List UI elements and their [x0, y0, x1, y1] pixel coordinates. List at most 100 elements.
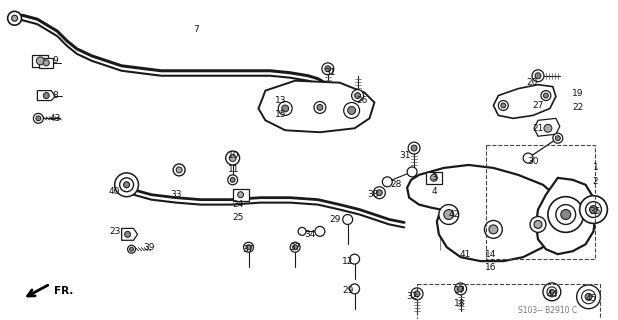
Text: 3: 3 [431, 173, 437, 182]
Text: 35: 35 [590, 207, 601, 216]
Text: 32: 32 [407, 292, 418, 301]
Text: 31: 31 [399, 150, 411, 160]
Text: 29: 29 [342, 286, 353, 295]
Polygon shape [493, 85, 556, 118]
Circle shape [408, 142, 420, 154]
Circle shape [127, 245, 135, 253]
Circle shape [561, 210, 570, 220]
Circle shape [556, 136, 561, 141]
Text: 40: 40 [109, 187, 121, 196]
Polygon shape [37, 91, 55, 100]
Text: 4: 4 [431, 187, 437, 196]
Text: 15: 15 [274, 110, 286, 119]
Text: FR.: FR. [54, 286, 74, 296]
Circle shape [498, 100, 508, 110]
Circle shape [322, 63, 334, 75]
Circle shape [489, 225, 498, 234]
Text: 34: 34 [304, 230, 316, 239]
Circle shape [278, 101, 292, 116]
Circle shape [549, 289, 554, 294]
Circle shape [293, 245, 298, 250]
Text: 41: 41 [460, 250, 472, 259]
Text: 27: 27 [532, 101, 544, 110]
Text: 22: 22 [572, 103, 583, 112]
Text: 18: 18 [454, 299, 465, 308]
Text: 8: 8 [53, 91, 58, 100]
Circle shape [376, 190, 383, 196]
Circle shape [501, 103, 506, 108]
Polygon shape [534, 118, 560, 136]
Circle shape [115, 173, 138, 197]
Text: 9: 9 [53, 56, 58, 65]
Text: 28: 28 [391, 180, 402, 189]
Circle shape [125, 231, 130, 237]
Polygon shape [232, 189, 248, 201]
Circle shape [36, 116, 41, 121]
Text: S103-- B2910 C: S103-- B2910 C [518, 306, 577, 315]
Text: 17: 17 [454, 286, 465, 295]
Circle shape [350, 284, 360, 294]
Text: 23: 23 [109, 227, 121, 236]
Circle shape [355, 92, 360, 99]
Circle shape [534, 220, 542, 228]
Polygon shape [258, 81, 375, 132]
Text: 16: 16 [485, 263, 496, 272]
Circle shape [352, 90, 363, 101]
Circle shape [43, 92, 49, 99]
Circle shape [530, 217, 546, 232]
Polygon shape [32, 55, 48, 67]
Circle shape [7, 11, 22, 25]
Text: 1: 1 [593, 164, 598, 172]
Circle shape [176, 167, 182, 173]
Text: 21: 21 [532, 124, 544, 133]
Circle shape [36, 57, 44, 65]
Text: 25: 25 [232, 213, 243, 222]
Circle shape [553, 133, 563, 143]
Circle shape [582, 290, 596, 304]
Circle shape [120, 178, 133, 192]
Circle shape [343, 214, 353, 224]
Circle shape [373, 187, 386, 199]
Circle shape [344, 102, 360, 118]
Text: 13: 13 [274, 96, 286, 105]
Circle shape [439, 204, 459, 224]
Circle shape [173, 164, 185, 176]
Circle shape [238, 192, 243, 198]
Circle shape [523, 153, 533, 163]
Text: 10: 10 [228, 150, 239, 160]
Circle shape [230, 177, 235, 182]
Circle shape [315, 227, 325, 236]
Circle shape [444, 210, 454, 220]
Text: 42: 42 [448, 210, 459, 219]
Circle shape [590, 206, 598, 213]
Circle shape [543, 283, 561, 301]
Bar [486, 145, 596, 259]
Circle shape [535, 73, 541, 79]
Circle shape [317, 105, 323, 110]
Circle shape [350, 254, 360, 264]
Circle shape [33, 113, 43, 123]
Polygon shape [122, 228, 137, 240]
Circle shape [130, 247, 133, 251]
Circle shape [455, 283, 467, 295]
Text: 38: 38 [368, 190, 379, 199]
Text: 29: 29 [329, 215, 341, 224]
Circle shape [548, 197, 583, 232]
Text: 44: 44 [546, 290, 557, 299]
Text: 2: 2 [593, 177, 598, 186]
Circle shape [411, 288, 423, 300]
Circle shape [532, 70, 544, 82]
Text: 24: 24 [232, 200, 243, 209]
Circle shape [325, 66, 331, 72]
Circle shape [414, 291, 420, 297]
Circle shape [290, 242, 300, 252]
Circle shape [348, 107, 355, 114]
Circle shape [485, 220, 502, 238]
Circle shape [43, 60, 49, 66]
Circle shape [458, 286, 464, 292]
Polygon shape [40, 58, 53, 68]
Text: 43: 43 [49, 114, 61, 123]
Circle shape [430, 174, 438, 181]
Circle shape [543, 93, 548, 98]
Circle shape [383, 177, 392, 187]
